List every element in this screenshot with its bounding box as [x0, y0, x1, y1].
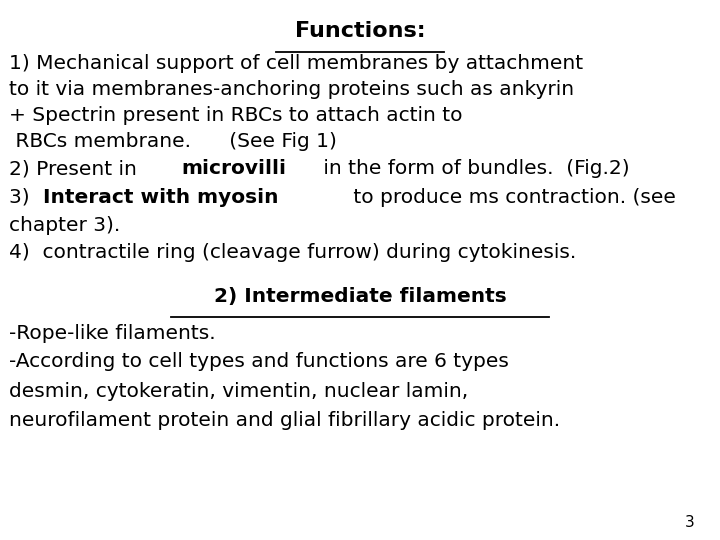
Text: to it via membranes-anchoring proteins such as ankyrin: to it via membranes-anchoring proteins s… [9, 80, 574, 99]
Text: -According to cell types and functions are 6 types: -According to cell types and functions a… [9, 352, 508, 371]
Text: 3: 3 [685, 515, 695, 530]
Text: microvilli: microvilli [182, 159, 287, 178]
Text: to produce ms contraction. (see: to produce ms contraction. (see [347, 188, 676, 207]
Text: in the form of bundles.  (Fig.2): in the form of bundles. (Fig.2) [318, 159, 630, 178]
Text: chapter 3).: chapter 3). [9, 216, 120, 235]
Text: 2) Intermediate filaments: 2) Intermediate filaments [214, 287, 506, 306]
Text: + Spectrin present in RBCs to attach actin to: + Spectrin present in RBCs to attach act… [9, 106, 462, 125]
Text: neurofilament protein and glial fibrillary acidic protein.: neurofilament protein and glial fibrilla… [9, 411, 559, 430]
Text: 2) Present in: 2) Present in [9, 159, 143, 178]
Text: Interact with myosin: Interact with myosin [43, 188, 279, 207]
Text: Functions:: Functions: [294, 21, 426, 40]
Text: desmin, cytokeratin, vimentin, nuclear lamin,: desmin, cytokeratin, vimentin, nuclear l… [9, 382, 468, 401]
Text: 4)  contractile ring (cleavage furrow) during cytokinesis.: 4) contractile ring (cleavage furrow) du… [9, 243, 576, 262]
Text: 3): 3) [9, 188, 36, 207]
Text: -Rope-like filaments.: -Rope-like filaments. [9, 324, 215, 343]
Text: 1) Mechanical support of cell membranes by attachment: 1) Mechanical support of cell membranes … [9, 54, 582, 73]
Text: RBCs membrane.      (See Fig 1): RBCs membrane. (See Fig 1) [9, 132, 336, 151]
